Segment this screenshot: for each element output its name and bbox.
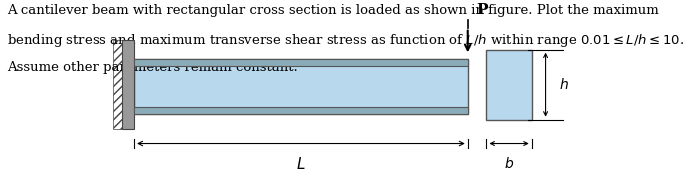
Text: $b$: $b$ <box>504 156 514 171</box>
Bar <box>486 50 532 120</box>
Bar <box>134 59 468 114</box>
Bar <box>113 40 122 129</box>
Text: $L$: $L$ <box>296 156 306 172</box>
Bar <box>134 107 468 114</box>
Bar <box>134 59 468 66</box>
Text: Assume other parameters remain constant.: Assume other parameters remain constant. <box>7 61 297 74</box>
Bar <box>122 40 134 129</box>
Text: A cantilever beam with rectangular cross section is loaded as shown in figure. P: A cantilever beam with rectangular cross… <box>7 4 659 17</box>
Text: bending stress and maximum transverse shear stress as function of $L/h$ within r: bending stress and maximum transverse sh… <box>7 32 684 49</box>
Text: $h$: $h$ <box>559 77 569 92</box>
Text: P: P <box>476 3 488 17</box>
